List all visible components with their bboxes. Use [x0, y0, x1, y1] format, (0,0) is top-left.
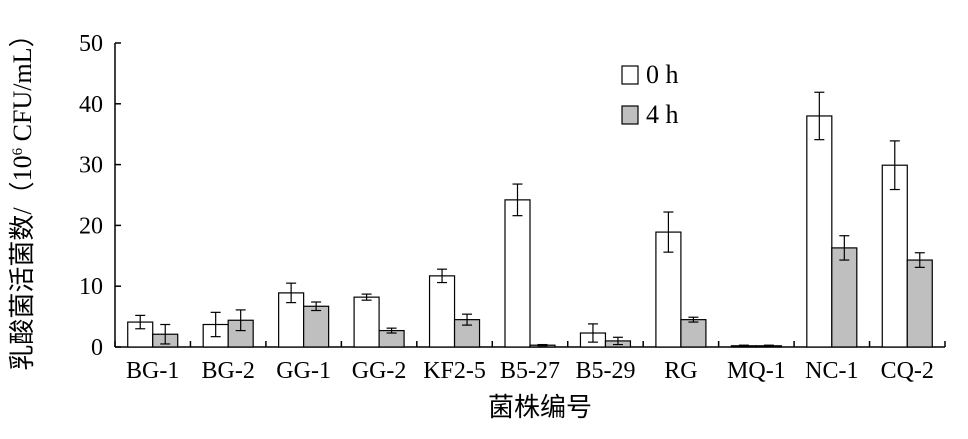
x-tick-label: RG	[664, 358, 697, 384]
y-axis-title-superscript: 6	[10, 147, 26, 155]
legend-swatch-0h	[621, 65, 639, 85]
bars	[127, 91, 933, 348]
x-tick-label: B5-27	[500, 358, 560, 384]
y-axis-title: 乳酸菌活菌数/（106 CFU/mL）	[8, 21, 37, 370]
bar-0h-KF2-5	[428, 275, 456, 348]
x-tick-label: GG-2	[352, 358, 407, 384]
legend-label: 4 h	[646, 100, 679, 129]
x-axis-title: 菌株编号	[488, 393, 592, 422]
y-tick-label: 0	[91, 335, 103, 361]
y-tick-label: 10	[79, 274, 103, 300]
x-tick-label: NC-1	[805, 358, 858, 384]
bar-0h-CQ-2	[881, 164, 908, 348]
legend: 0 h4 h	[621, 60, 679, 129]
y-tick-label: 30	[79, 153, 103, 179]
x-tick-label: B5-29	[575, 358, 635, 384]
x-tick-label: KF2-5	[423, 358, 486, 384]
bar-4h-GG-1	[303, 305, 330, 348]
bar-4h-RG	[680, 319, 707, 348]
x-axis: BG-1 BG-2 GG-1 GG-2 KF2-5 B5-27 B5-29 RG MQ-1 NC-…	[114, 341, 946, 384]
y-tick-label: 50	[79, 31, 103, 57]
x-tick-label: BG-1	[126, 358, 179, 384]
bar-0h-B5-27	[504, 199, 531, 348]
bar-4h-NC-1	[831, 247, 858, 348]
x-tick-label: CQ-2	[881, 358, 934, 384]
y-tick-label: 20	[79, 213, 103, 239]
legend-swatch-4h	[621, 105, 639, 125]
y-axis-title-unit: CFU/mL）	[8, 21, 37, 147]
x-tick-label: MQ-1	[727, 358, 786, 384]
y-tick-label: 40	[79, 92, 103, 118]
x-tick-label: GG-1	[276, 358, 331, 384]
bar-0h-GG-2	[353, 296, 380, 348]
legend-label: 0 h	[646, 60, 679, 89]
x-tick-label: BG-2	[202, 358, 255, 384]
y-axis-title-main: 乳酸菌活菌数/（10	[8, 155, 37, 370]
bar-0h-NC-1	[806, 115, 833, 348]
y-axis: 0 10 20 30 40 50	[79, 31, 121, 361]
bar-4h-CQ-2	[906, 259, 933, 348]
